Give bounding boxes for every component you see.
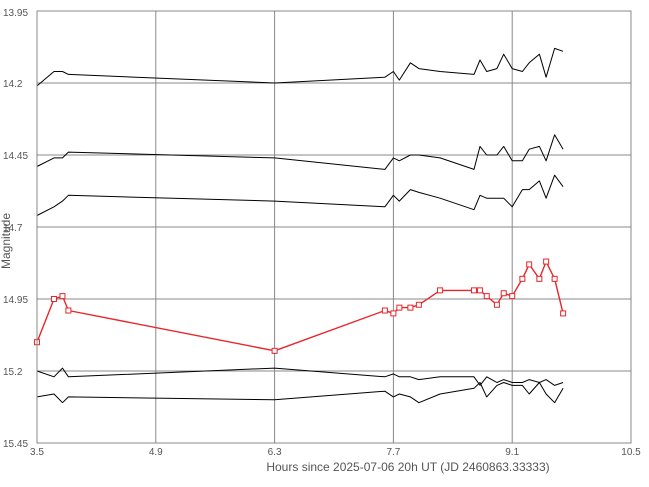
comparison-series-line-5: [36, 367, 564, 386]
target-data-point: [50, 296, 57, 302]
target-data-point: [483, 293, 490, 300]
x-tick-label: 9.1: [505, 447, 519, 458]
target-data-point: [551, 275, 558, 282]
x-tick-label: 6.3: [268, 447, 282, 458]
series-lines: [36, 47, 564, 404]
target-data-point: [500, 290, 507, 297]
plot-frame: [36, 10, 632, 444]
target-series-line: [36, 260, 564, 352]
target-data-point: [65, 307, 72, 314]
x-tick-label: 10.5: [621, 447, 641, 458]
plot-border: [36, 10, 632, 444]
target-data-point: [271, 347, 278, 354]
x-axis-label: Hours since 2025-07-06 20h UT (JD 246086…: [266, 460, 549, 474]
x-tick-labels: 3.5 4.9 6.3 7.7 9.1 10.5: [30, 447, 641, 458]
comparison-series-line-3: [36, 174, 564, 216]
x-tick-label: 7.7: [386, 447, 400, 458]
target-data-point: [519, 275, 526, 282]
y-tick-label: 15.45: [3, 439, 28, 450]
target-data-point: [415, 301, 422, 308]
target-data-point: [476, 287, 483, 294]
y-tick-labels: 13.95 14.2 14.45 14.7 14.95 15.2 15.45: [3, 8, 28, 450]
target-data-point: [407, 304, 414, 311]
comparison-series-line-2: [36, 134, 564, 170]
comparison-series-line-1: [36, 47, 564, 87]
x-tick-label: 4.9: [149, 447, 163, 458]
target-data-point: [381, 307, 388, 314]
target-data-point: [543, 258, 550, 265]
target-data-point: [493, 301, 500, 308]
target-data-point: [59, 293, 66, 300]
y-tick-label: 15.2: [3, 367, 23, 378]
target-markers: [34, 258, 567, 354]
target-data-point: [509, 293, 516, 300]
target-data-point: [536, 275, 543, 282]
y-tick-label: 14.45: [3, 151, 28, 162]
grid: [37, 11, 631, 443]
y-tick-label: 14.7: [3, 223, 23, 234]
target-data-point: [437, 287, 444, 294]
target-data-point: [396, 304, 403, 311]
y-tick-label: 14.95: [3, 295, 28, 306]
comparison-series-line-6: [36, 382, 564, 404]
target-data-point: [390, 310, 397, 317]
target-data-point: [560, 310, 567, 317]
target-data-point: [526, 261, 533, 268]
y-axis-label: Magnitude: [0, 213, 13, 269]
x-tick-label: 3.5: [30, 447, 44, 458]
y-tick-label: 13.95: [3, 8, 28, 19]
y-tick-label: 14.2: [3, 79, 23, 90]
target-data-point: [471, 287, 478, 294]
